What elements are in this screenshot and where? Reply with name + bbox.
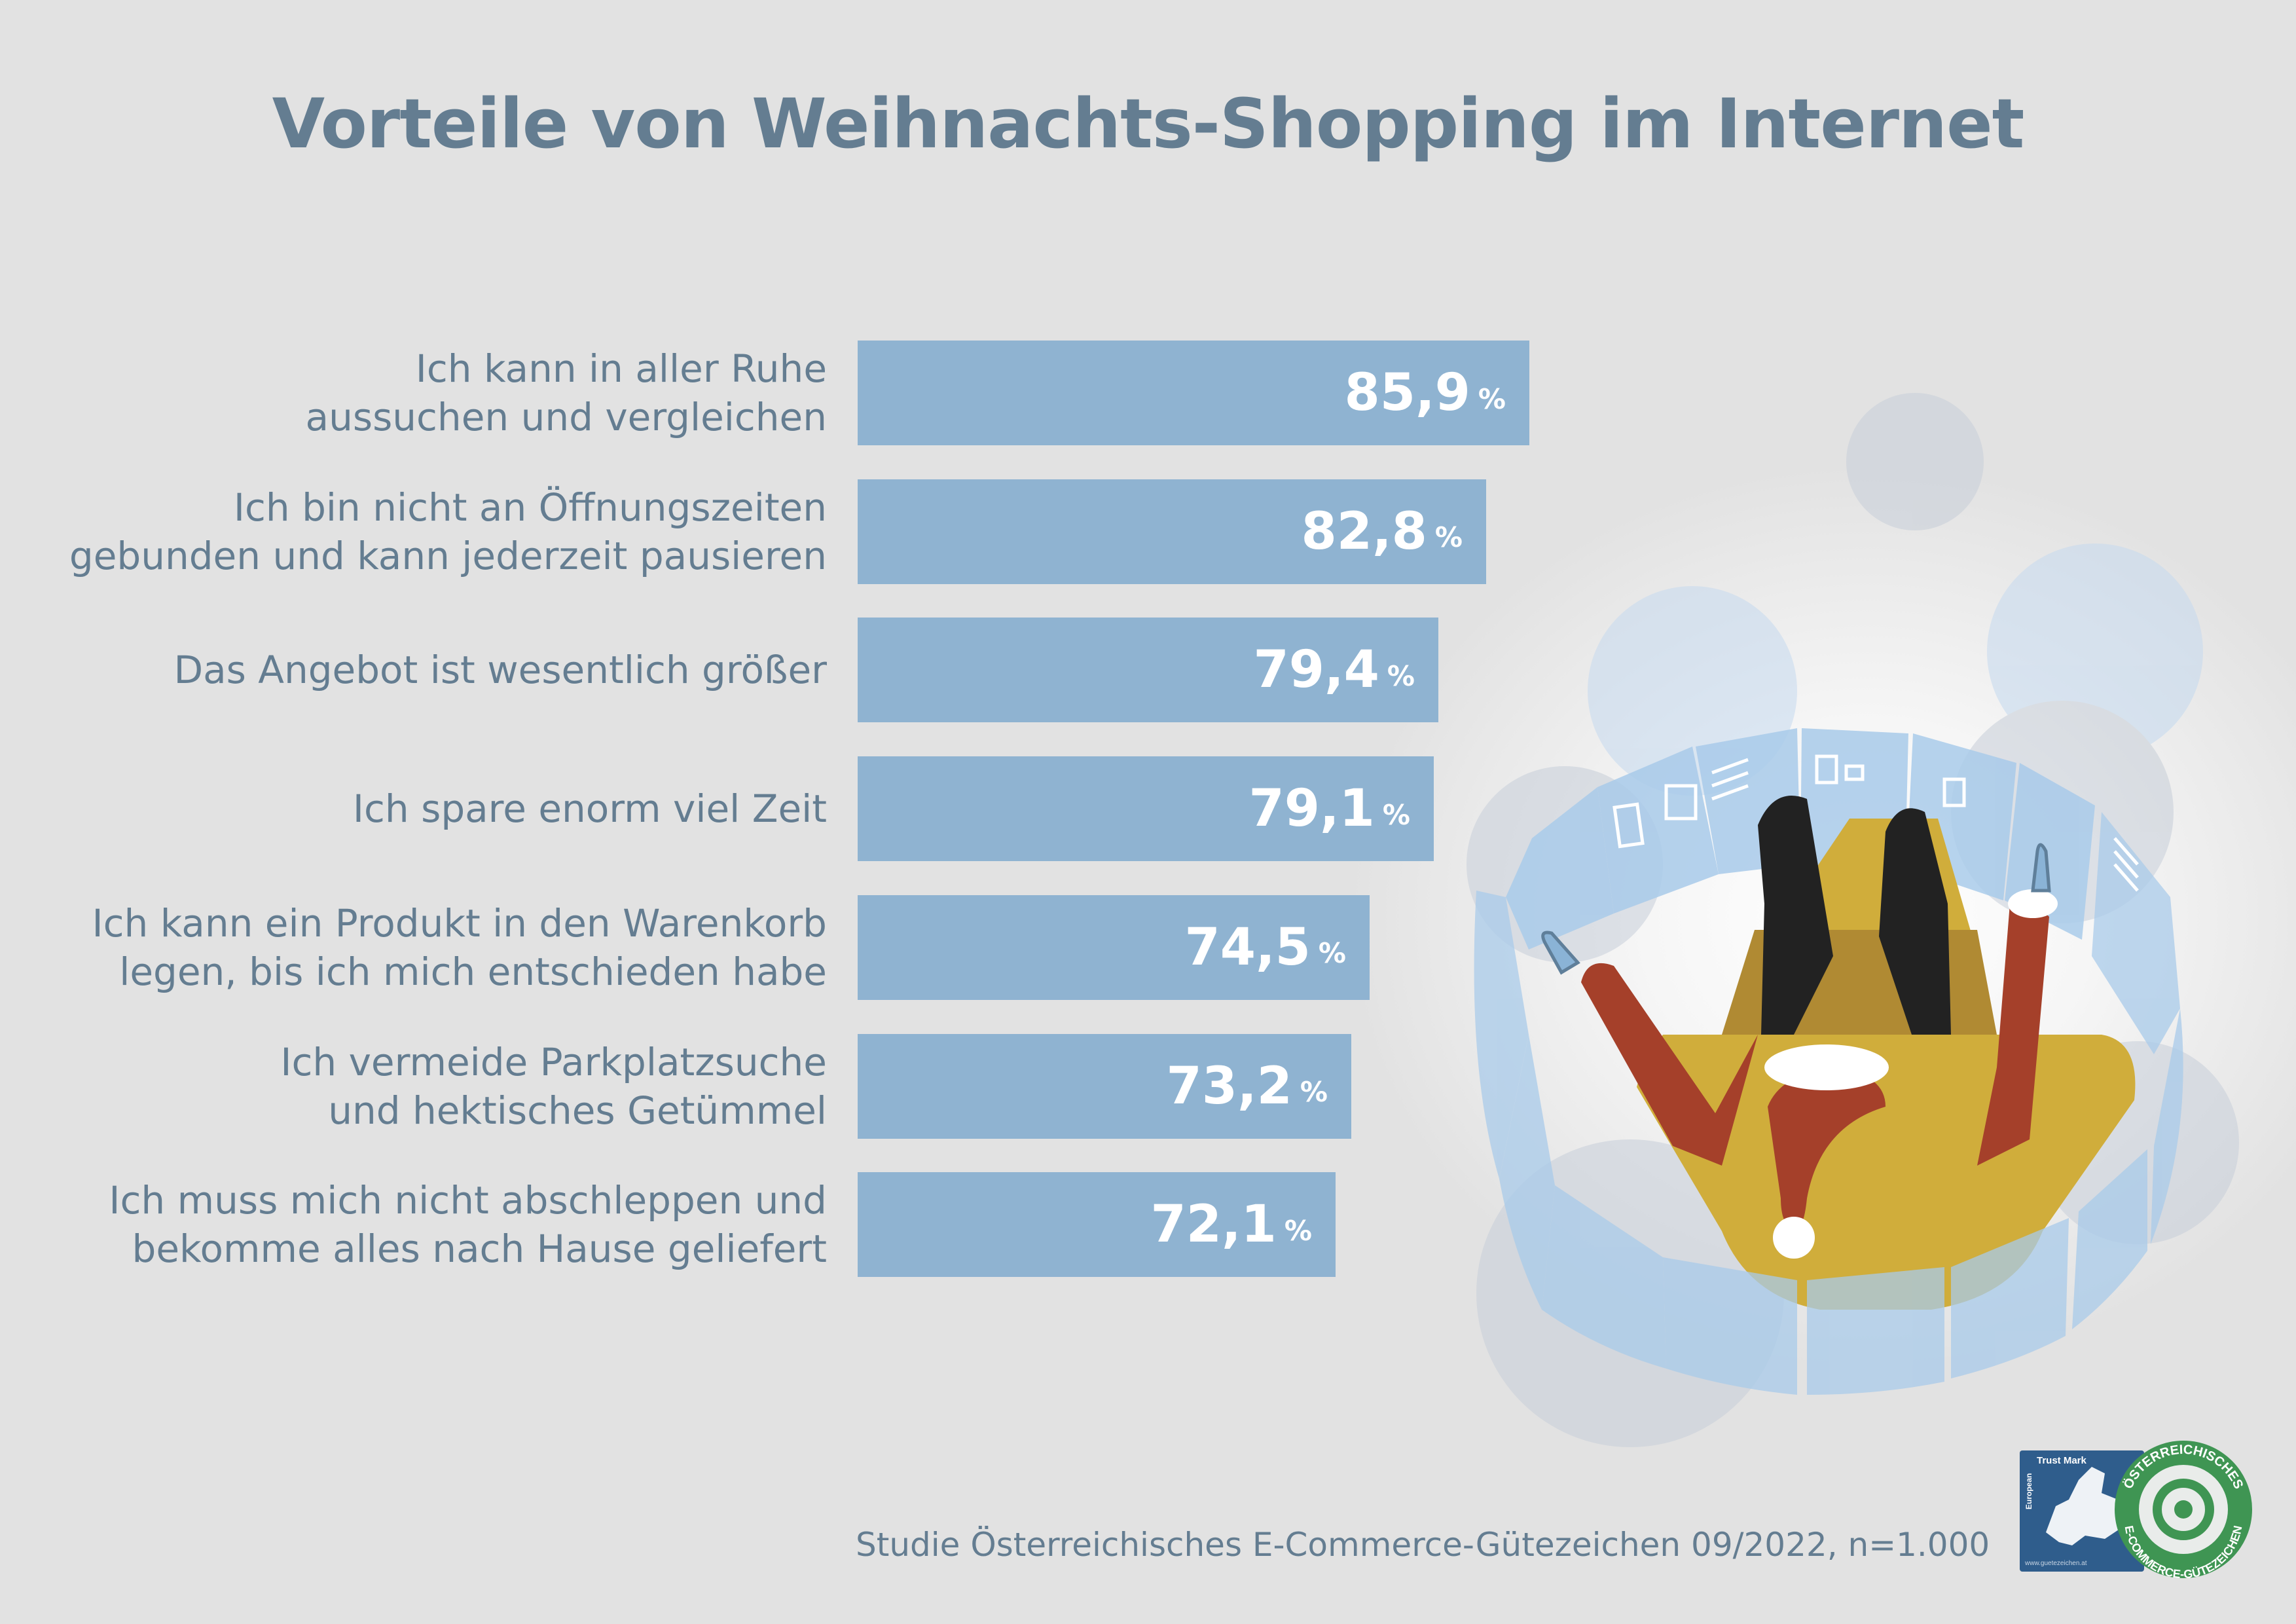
value-number: 73,2 <box>1166 1056 1292 1116</box>
bar: 79,4% <box>858 618 1438 723</box>
category-label-line: aussuchen und vergleichen <box>305 395 827 439</box>
category-label: Ich bin nicht an Öffnungszeiten gebunden … <box>69 479 827 584</box>
bar-row: Ich kann in aller Ruhe aussuchen und verg… <box>0 341 2296 445</box>
category-label-line: Ich vermeide Parkplatzsuche <box>280 1039 827 1084</box>
arm-left <box>1581 963 1758 1166</box>
hat-fur-trim <box>1764 1044 1889 1090</box>
guetezeichen-logo: Trust Mark European www.guetezeichen.at … <box>2020 1441 2252 1578</box>
category-label-line: legen, bis ich mich entschieden habe <box>119 949 827 994</box>
value-number: 85,9 <box>1344 363 1470 422</box>
european-text: European <box>2024 1473 2033 1509</box>
value-label: 72,1% <box>1150 1172 1312 1277</box>
santa-shopping-illustration <box>1467 393 2239 1447</box>
category-label-line: bekomme alles nach Hause geliefert <box>132 1227 827 1272</box>
value-number: 72,1 <box>1150 1195 1277 1255</box>
value-label: 79,4% <box>1253 618 1415 722</box>
percent-sign: % <box>1284 1214 1312 1247</box>
bar-row: Ich vermeide Parkplatzsuche und hektische… <box>0 1033 2296 1139</box>
screen-panel <box>2072 1149 2147 1329</box>
value-label: 85,9% <box>1344 341 1506 445</box>
hand-right <box>2031 843 2051 893</box>
value-label: 73,2% <box>1166 1034 1328 1139</box>
hat <box>1768 1067 1886 1231</box>
category-label: Ich spare enorm viel Zeit <box>353 756 827 861</box>
bar-row: Ich bin nicht an Öffnungszeiten gebunden … <box>0 479 2296 584</box>
category-label-line: Ich muss mich nicht abschleppen und <box>109 1178 827 1223</box>
screen-panel <box>1506 787 1614 950</box>
value-number: 74,5 <box>1184 917 1311 977</box>
trust-mark-text: Trust Mark <box>2037 1455 2087 1466</box>
value-label: 74,5% <box>1184 895 1346 1000</box>
screen-image-icon <box>1844 764 1865 781</box>
url-text: www.guetezeichen.at <box>2024 1560 2087 1567</box>
screen-panel <box>1663 1257 1797 1395</box>
bar: 72,1% <box>858 1172 1336 1278</box>
percent-sign: % <box>1318 937 1346 970</box>
cuff-right <box>2008 889 2058 918</box>
arm-right <box>1977 897 2049 1166</box>
screen-image-icon <box>1664 784 1698 821</box>
screen-panel <box>2092 812 2180 1054</box>
category-label-line: Ich kann ein Produkt in den Warenkorb <box>92 900 827 946</box>
leg-left <box>1758 796 1833 1035</box>
bubble <box>1846 393 1984 530</box>
bar-row: Ich muss mich nicht abschleppen und bekom… <box>0 1172 2296 1278</box>
category-label: Ich kann ein Produkt in den Warenkorb leg… <box>92 895 827 1000</box>
screen-panel <box>1807 1267 1944 1395</box>
category-label-line: Ich bin nicht an Öffnungszeiten <box>233 485 827 530</box>
percent-sign: % <box>1300 1076 1328 1108</box>
category-label-line: und hektisches Getümmel <box>328 1088 827 1133</box>
category-label: Ich muss mich nicht abschleppen und bekom… <box>109 1172 827 1277</box>
bar-row: Ich kann ein Produkt in den Warenkorb leg… <box>0 895 2296 1000</box>
value-label: 82,8% <box>1301 479 1463 584</box>
at-sign-center <box>2174 1500 2193 1519</box>
europe-map-icon <box>2046 1467 2124 1545</box>
screen-panel <box>1542 1185 1666 1369</box>
screen-panel <box>1474 891 1529 1179</box>
leg-right <box>1879 808 1951 1035</box>
bar: 74,5% <box>858 895 1370 1000</box>
screen-text-lines <box>2113 837 2139 892</box>
category-label: Ich vermeide Parkplatzsuche und hektische… <box>280 1034 827 1139</box>
percent-sign: % <box>1382 798 1410 831</box>
screen-text-lines <box>1711 758 1749 801</box>
percent-sign: % <box>1478 382 1506 415</box>
bar-row: Das Angebot ist wesentlich größer 79,4% <box>0 618 2296 723</box>
value-label: 79,1% <box>1248 756 1410 861</box>
santa <box>1541 796 2058 1259</box>
screen-panel <box>1499 1035 1555 1310</box>
hat-pompom <box>1773 1217 1815 1259</box>
screens-front <box>1474 812 2183 1395</box>
bar: 79,1% <box>858 756 1434 862</box>
screen-image-icon <box>1613 802 1645 849</box>
bar: 73,2% <box>858 1033 1351 1139</box>
category-label: Das Angebot ist wesentlich größer <box>173 618 827 722</box>
screen-image-icon <box>1815 754 1838 784</box>
value-number: 79,4 <box>1253 640 1379 700</box>
percent-sign: % <box>1387 659 1415 692</box>
source-note: Studie Österreichisches E-Commerce-Gütez… <box>856 1526 1990 1564</box>
screen-panel <box>1597 747 1719 913</box>
chart-title: Vorteile von Weihnachts-Shopping im Inte… <box>272 84 2025 164</box>
value-number: 79,1 <box>1248 779 1375 839</box>
value-number: 82,8 <box>1301 502 1427 561</box>
category-label-line: gebunden und kann jederzeit pausieren <box>69 533 827 578</box>
screen-panel <box>1951 1218 2069 1378</box>
bar: 82,8% <box>858 479 1486 584</box>
screen-image-icon <box>1942 777 1966 807</box>
category-label-line: Das Angebot ist wesentlich größer <box>173 648 827 693</box>
at-sign-icon <box>2153 1479 2214 1540</box>
category-label-line: Ich spare enorm viel Zeit <box>352 786 827 832</box>
screen-content-lines <box>1613 754 2139 892</box>
percent-sign: % <box>1434 521 1463 554</box>
screen-panel <box>2151 1008 2183 1244</box>
hand-left <box>1541 931 1580 975</box>
bar: 85,9% <box>858 341 1529 445</box>
category-label-line: Ich kann in aller Ruhe <box>415 346 827 391</box>
category-label: Ich kann in aller Ruhe aussuchen und verg… <box>306 341 827 445</box>
bar-row: Ich spare enorm viel Zeit 79,1% <box>0 756 2296 862</box>
